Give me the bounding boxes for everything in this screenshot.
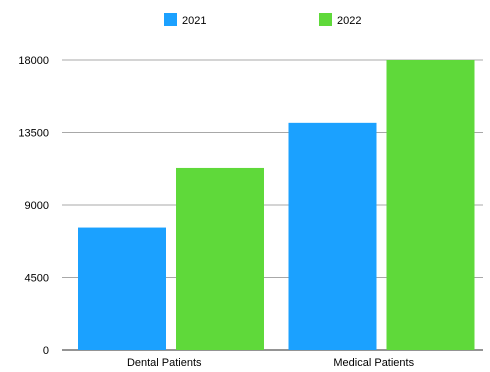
y-tick-label: 9000 (25, 200, 49, 212)
y-tick-label: 4500 (25, 273, 49, 285)
legend-label: 2022 (337, 15, 361, 27)
legend: 2021 2022 (164, 13, 361, 27)
bar-2021-dental-patients (78, 227, 166, 350)
bar-2022-dental-patients (176, 167, 264, 350)
y-tick-label: 13500 (18, 128, 49, 140)
bars-layer (78, 60, 475, 350)
y-tick-label: 0 (43, 345, 49, 357)
legend-swatch (164, 13, 177, 26)
bar-2022-medical-patients (386, 60, 475, 350)
y-tick-label: 18000 (18, 55, 49, 67)
legend-label: 2021 (182, 15, 206, 27)
axis-layer: 0 4500 9000 13500 18000 Dental Patients Medica… (18, 55, 414, 369)
bar-2021-medical-patients (288, 122, 377, 350)
x-category-label: Medical Patients (333, 357, 414, 367)
legend-swatch (319, 13, 332, 26)
x-category-label: Dental Patients (127, 357, 202, 367)
